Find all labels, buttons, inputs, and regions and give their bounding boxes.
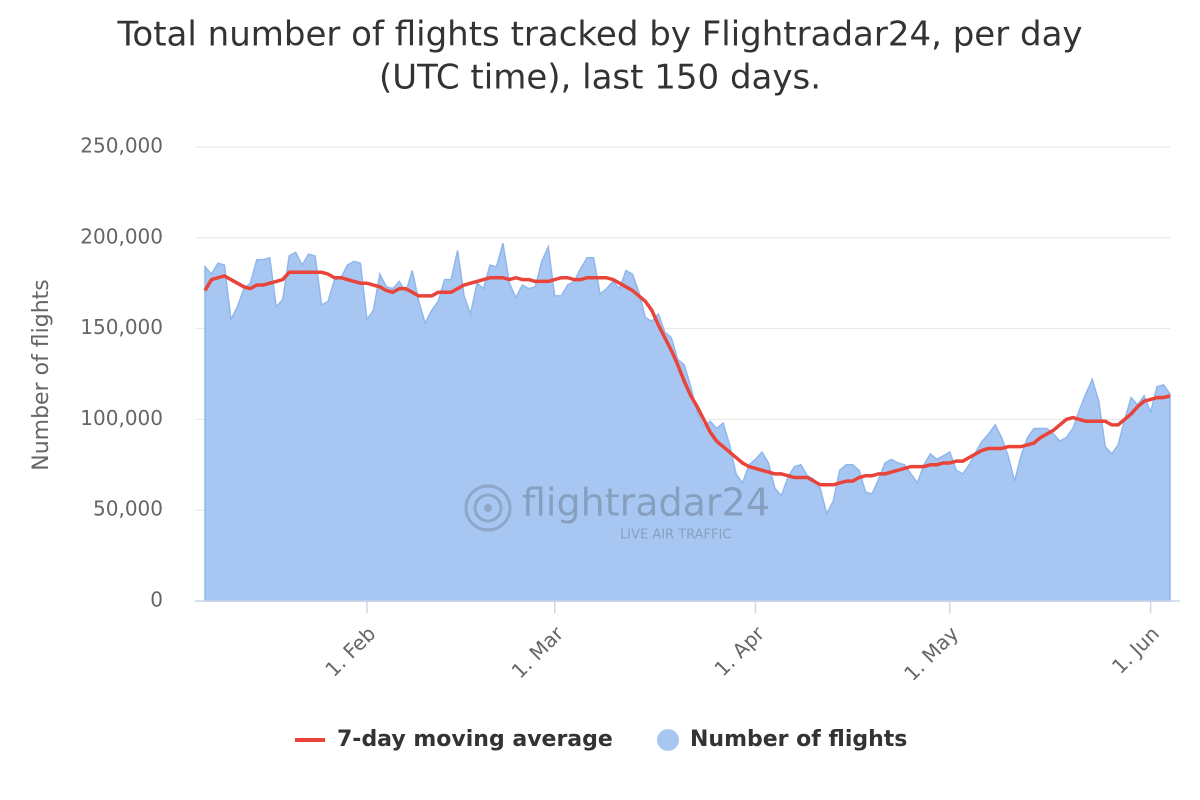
y-tick-label: 0	[150, 588, 163, 612]
y-tick-label: 150,000	[80, 315, 163, 339]
legend-swatch	[657, 729, 679, 751]
y-tick-label: 200,000	[80, 224, 163, 248]
legend-label: 7-day moving average	[337, 727, 613, 752]
x-tick-label: 1. Jun	[1107, 621, 1164, 678]
watermark-logo	[464, 484, 512, 532]
watermark-logo-dot	[484, 504, 492, 512]
x-tick-label: 1. May	[899, 621, 963, 685]
chart-subtitle: (UTC time), last 150 days.	[379, 58, 821, 98]
watermark-brand: flightradar24	[522, 481, 770, 525]
chart-title: Total number of flights tracked by Fligh…	[116, 15, 1082, 55]
y-tick-label: 100,000	[80, 406, 163, 430]
y-axis-label: Number of flights	[29, 279, 54, 471]
watermark-tagline: LIVE AIR TRAFFIC	[620, 528, 731, 543]
x-tick-label: 1. Apr	[709, 621, 769, 681]
legend: 7-day moving average Number of flights	[295, 727, 907, 752]
x-tick-label: 1. Feb	[320, 621, 380, 681]
area	[204, 243, 1171, 602]
x-tick-label: 1. Mar	[507, 621, 569, 683]
y-tick-label: 50,000	[93, 497, 163, 521]
line	[203, 270, 1171, 487]
legend-label: Number of flights	[690, 727, 907, 752]
watermark: flightradar24 LIVE AIR TRAFFIC	[464, 481, 770, 543]
plot-area: 0 50,000 100,000 150,000 200,000 250,000 1. Fe…	[80, 134, 1180, 686]
y-tick-label: 250,000	[80, 134, 163, 158]
watermark-logo-ring	[473, 493, 503, 523]
